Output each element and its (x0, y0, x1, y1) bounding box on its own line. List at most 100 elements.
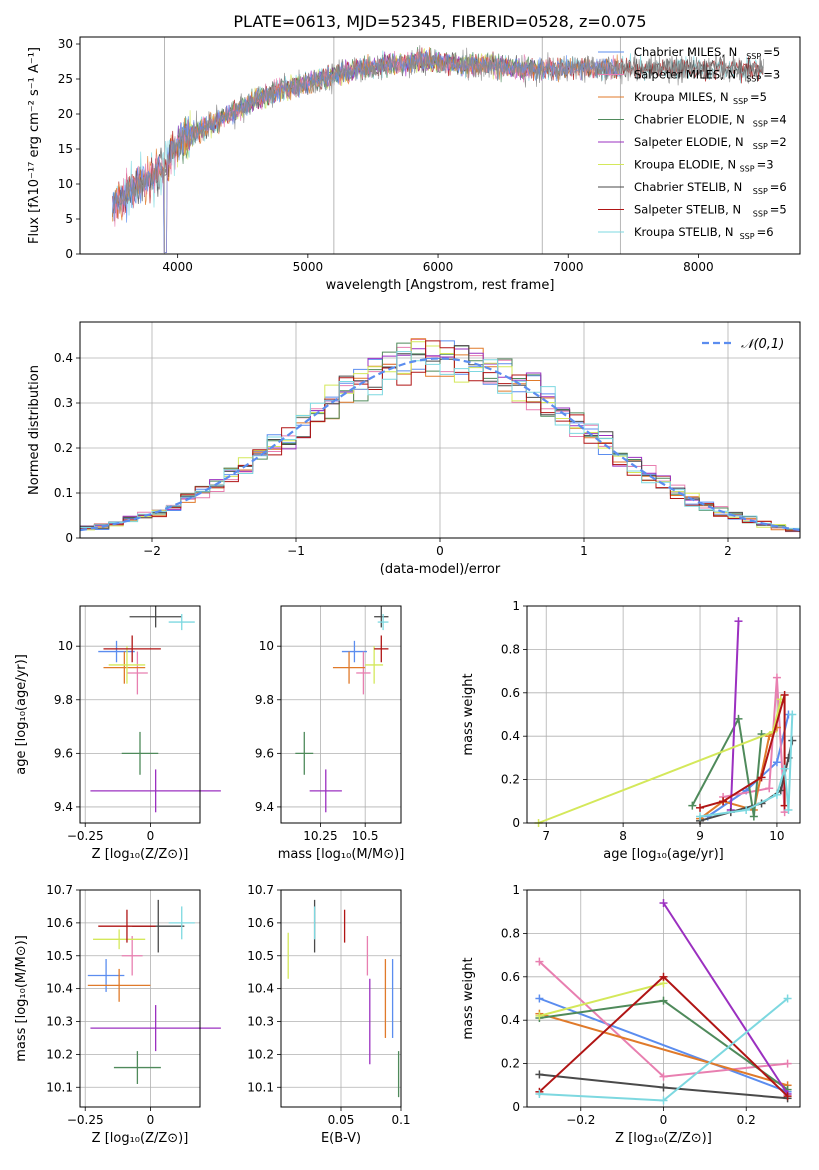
y-tick-label: 9.4 (255, 800, 274, 814)
x-tick-label: 0.1 (391, 1113, 410, 1127)
weight-line (662, 902, 789, 1095)
x-tick-label: 0 (660, 1113, 668, 1127)
x-tick-label: 2 (724, 544, 732, 558)
plot-area (534, 617, 797, 827)
y-tick-label: 10.6 (46, 916, 73, 930)
legend-entry: Kroupa MILES, N (634, 90, 729, 104)
x-tick-label: 0.2 (737, 1113, 756, 1127)
x-tick-label: 4000 (162, 260, 193, 274)
plot-area (287, 899, 400, 1098)
y-tick-label: 10.7 (46, 883, 73, 897)
y-tick-label: 25 (58, 72, 73, 86)
legend-entry: Salpeter MILES, N (634, 68, 736, 82)
plot-area (90, 606, 221, 813)
figure-title: PLATE=0613, MJD=52345, FIBERID=0528, z=0… (233, 12, 647, 31)
legend-subscript: SSP (746, 52, 761, 61)
y-axis-label: Flux [fλ10⁻¹⁷ erg cm⁻² s⁻¹ A⁻¹] (27, 47, 42, 244)
y-tick-label: 0 (65, 531, 73, 545)
y-tick-label: 0.2 (501, 1057, 520, 1071)
x-tick-label: −0.2 (566, 1113, 595, 1127)
y-tick-label: 0.3 (54, 396, 73, 410)
axes-age_vs_mass: 10.25 10.5 9.4 9.6 9.8 10 mass [log₁₀(M/M⊙)] (255, 605, 404, 862)
y-axis-label: age [log₁₀(age/yr)] (14, 654, 29, 775)
y-tick-label: 0.8 (501, 926, 520, 940)
axes-spectrum: 4000 5000 6000 7000 8000 0 5 10 15 20 25 30 waveleng… (27, 36, 801, 293)
legend-nssp: =3 (763, 68, 780, 82)
weight-line (539, 997, 788, 1093)
legend-entry: Salpeter STELIB, N (634, 203, 741, 217)
weight-line (539, 982, 664, 1017)
x-tick-label: 0 (436, 544, 444, 558)
legend-nssp: =2 (770, 135, 787, 149)
legend-entry: 𝒩(0,1) (741, 337, 784, 352)
y-tick-label: 9.4 (54, 800, 73, 814)
x-tick-label: 8000 (683, 260, 714, 274)
y-tick-label: 1 (512, 883, 520, 897)
weight-line (539, 1012, 788, 1087)
plot-area (535, 899, 792, 1105)
legend-nssp: =6 (770, 180, 787, 194)
x-tick-label: 0 (147, 829, 155, 843)
legend-entry: Chabrier STELIB, N (634, 180, 742, 194)
axes-mass_vs_Z: −0.25 0 10.1 10.2 10.3 10.4 10.5 10.6 10.7 Z [log… (14, 883, 221, 1146)
x-tick-label: −2 (143, 544, 161, 558)
legend-subscript: SSP (746, 75, 761, 84)
y-tick-label: 30 (58, 37, 73, 51)
y-tick-label: 1 (512, 599, 520, 613)
y-tick-label: 0.2 (54, 441, 73, 455)
axes-residuals: −2 −1 0 1 2 0 0.1 0.2 0.3 0.4 (data-model)/error No… (27, 321, 801, 577)
x-tick-label: −0.25 (67, 1113, 104, 1127)
histogram-step (80, 340, 800, 532)
y-tick-label: 10.5 (247, 949, 274, 963)
weight-line (691, 715, 763, 817)
axes-frame (280, 605, 402, 824)
y-tick-label: 10 (58, 639, 73, 653)
x-axis-label: E(B-V) (321, 1131, 361, 1146)
y-tick-label: 10.5 (46, 949, 73, 963)
legend-nssp: =5 (750, 90, 767, 104)
y-axis-label: mass weight (461, 673, 476, 755)
plot-area (87, 899, 221, 1084)
legend-nssp: =4 (770, 113, 787, 127)
y-tick-label: 0.1 (54, 486, 73, 500)
y-axis-label: mass weight (461, 957, 476, 1039)
y-tick-label: 10.4 (46, 982, 73, 996)
x-tick-label: 0.05 (328, 1113, 355, 1127)
axes-weight_vs_Z: −0.2 0 0.2 0 0.2 0.4 0.6 0.8 1 Z [log₁₀(Z/Z⊙)] mas… (461, 883, 801, 1146)
legend-nssp: =6 (757, 225, 774, 239)
x-axis-label: (data-model)/error (380, 562, 501, 577)
y-tick-label: 10.2 (247, 1047, 274, 1061)
y-tick-label: 0 (512, 816, 520, 830)
x-tick-label: 1 (580, 544, 588, 558)
spectrum-model-line (177, 48, 543, 168)
y-tick-label: 9.6 (54, 746, 73, 760)
x-tick-label: 10 (769, 829, 784, 843)
legend-subscript: SSP (753, 120, 768, 129)
y-tick-label: 10 (259, 639, 274, 653)
x-axis-label: Z [log₁₀(Z/Z⊙)] (92, 1131, 189, 1146)
legend-entry: Chabrier MILES, N (634, 45, 737, 59)
x-tick-label: 8 (619, 829, 627, 843)
spectrum-data-line (112, 45, 764, 214)
legend-entry: Salpeter ELODIE, N (634, 135, 744, 149)
y-tick-label: 10.4 (247, 982, 274, 996)
axes-age_vs_Z: −0.25 0 9.4 9.6 9.8 10 Z [log₁₀(Z/Z⊙)] age [log… (14, 605, 221, 862)
y-tick-label: 10 (58, 177, 73, 191)
x-tick-label: 6000 (423, 260, 454, 274)
axes-frame (79, 36, 801, 255)
y-tick-label: 10.2 (46, 1047, 73, 1061)
y-tick-label: 10.1 (46, 1080, 73, 1094)
plot-area (112, 37, 764, 254)
y-tick-label: 5 (65, 212, 73, 226)
histogram-step (80, 351, 800, 529)
weight-line (729, 621, 740, 811)
x-tick-label: −0.25 (67, 829, 104, 843)
y-tick-label: 10.7 (247, 883, 274, 897)
axes-frame (526, 605, 801, 824)
x-tick-label: 0 (147, 1113, 155, 1127)
x-axis-label: age [log₁₀(age/yr)] (603, 847, 724, 862)
x-axis-label: Z [log₁₀(Z/Z⊙)] (92, 847, 189, 862)
legend-entry: Kroupa ELODIE, N (634, 158, 736, 172)
